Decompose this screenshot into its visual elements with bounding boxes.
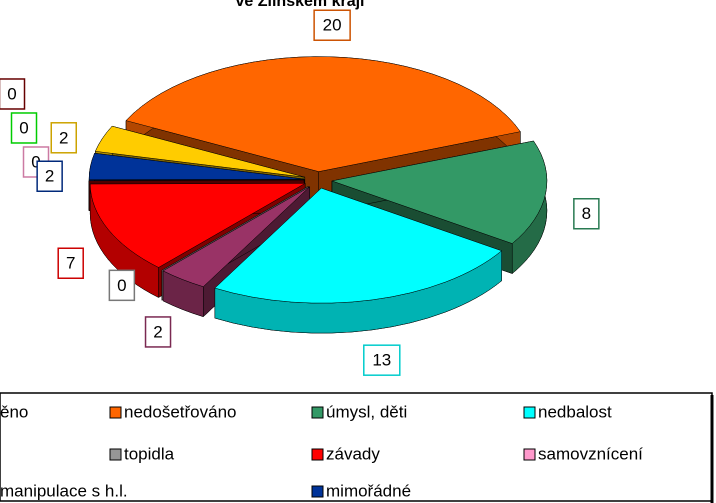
data-label-box <box>36 160 63 192</box>
data-label: 0 <box>19 118 28 137</box>
data-label-box <box>573 198 600 230</box>
legend-marker <box>109 448 122 461</box>
data-label-box <box>108 269 136 302</box>
chart-title: ve Zlínském kraji <box>236 0 365 10</box>
data-label: 0 <box>7 84 16 103</box>
data-label-box <box>0 78 26 110</box>
slice-top <box>89 183 307 268</box>
legend-label: nedošetřováno <box>124 402 236 421</box>
legend-label: manipulace s h.l. <box>0 481 128 500</box>
data-label: 20 <box>323 16 342 35</box>
legend-label: topidla <box>124 444 175 463</box>
legend-marker <box>311 448 324 461</box>
data-label: 2 <box>45 167 54 186</box>
legend-marker <box>109 406 122 419</box>
data-label-box <box>363 344 401 376</box>
legend-marker <box>311 485 324 498</box>
slice-top <box>88 152 305 180</box>
data-label: 8 <box>582 204 591 223</box>
data-label-box <box>313 9 351 41</box>
data-label: 2 <box>153 322 162 341</box>
slice-top <box>330 140 548 244</box>
slice-top <box>125 56 521 172</box>
data-label-box <box>50 122 78 154</box>
data-label: 13 <box>372 351 391 370</box>
slice-top <box>94 125 305 178</box>
slice-top <box>214 187 503 304</box>
data-label-box <box>10 112 38 144</box>
legend-marker <box>523 448 536 461</box>
legend-marker <box>523 406 536 419</box>
data-label: 7 <box>66 254 75 273</box>
data-label-box <box>144 316 172 348</box>
data-label: 0 <box>117 276 126 295</box>
legend-label: samovznícení <box>538 444 643 463</box>
legend-label: mimořádné <box>326 481 411 500</box>
slice <box>214 187 503 334</box>
legend-marker <box>311 406 324 419</box>
data-label: 0 <box>31 152 40 171</box>
legend-label: nedbalost <box>538 402 612 421</box>
data-label-box <box>57 247 84 279</box>
data-label: 2 <box>59 128 68 147</box>
legend-label: ěno <box>0 402 28 421</box>
legend-label: úmysl, děti <box>326 402 407 421</box>
legend-label: závady <box>326 444 380 463</box>
slice-top <box>162 186 310 287</box>
